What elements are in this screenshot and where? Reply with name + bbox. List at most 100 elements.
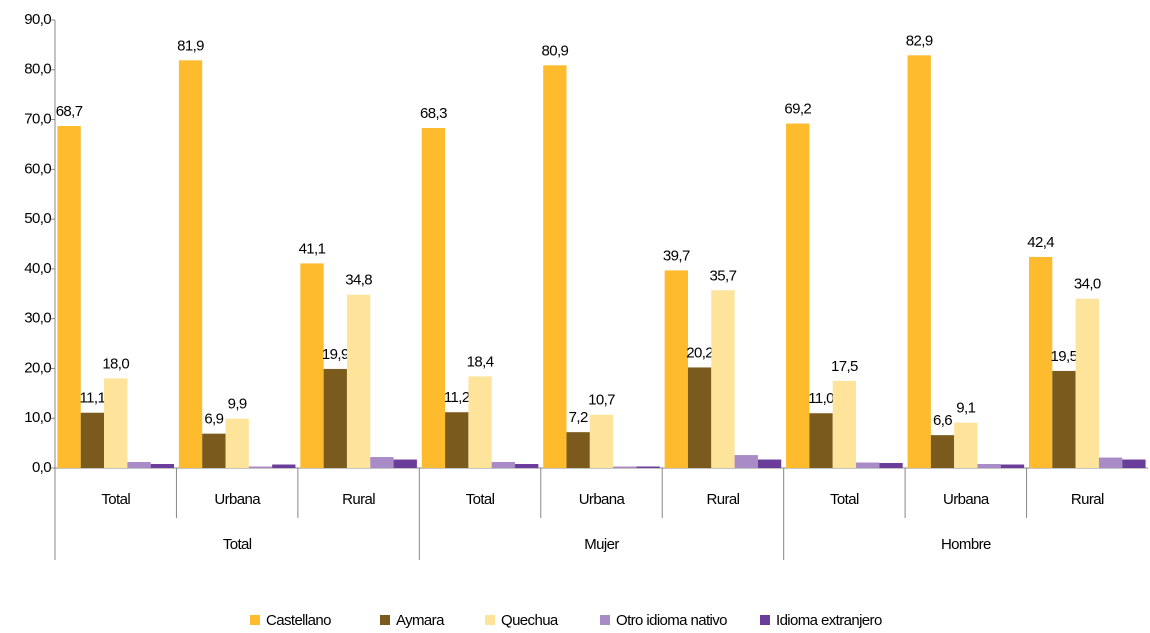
- bar: [930, 435, 955, 468]
- data-label: 34,0: [1074, 276, 1101, 293]
- bar: [543, 65, 567, 468]
- data-label: 7,2: [569, 409, 588, 426]
- data-label: 17,5: [831, 358, 858, 375]
- y-tick-label: 30,0: [24, 310, 51, 327]
- bar: [248, 466, 273, 468]
- bar: [468, 376, 492, 468]
- data-label: 9,1: [956, 400, 975, 417]
- y-tick-label: 20,0: [24, 359, 51, 376]
- group-label: Total: [223, 536, 252, 553]
- x-tick-label: Rural: [707, 491, 740, 508]
- data-label: 20,2: [686, 344, 713, 361]
- bar: [393, 459, 417, 468]
- bar: [832, 380, 857, 468]
- data-label: 19,9: [322, 346, 349, 363]
- x-tick-label: Urbana: [579, 491, 626, 508]
- bar: [57, 126, 81, 468]
- group-label: Hombre: [941, 536, 991, 553]
- data-label: 35,7: [710, 267, 737, 284]
- data-label: 18,4: [467, 353, 494, 370]
- bar: [346, 294, 371, 468]
- data-label: 18,0: [102, 355, 129, 372]
- bar: [370, 457, 394, 468]
- bar: [202, 433, 226, 468]
- bar: [711, 290, 735, 468]
- data-label: 68,7: [56, 103, 83, 120]
- data-label: 11,1: [80, 390, 106, 407]
- data-label: 39,7: [663, 247, 690, 264]
- legend-label: Idioma extranjero: [776, 612, 882, 629]
- data-label: 9,9: [228, 396, 247, 413]
- bar: [150, 464, 175, 468]
- bar: [1098, 457, 1123, 468]
- legend-label: Castellano: [266, 612, 331, 629]
- bar: [104, 378, 128, 468]
- bar: [178, 60, 203, 468]
- x-tick-label: Total: [101, 491, 130, 508]
- data-label: 6,9: [204, 411, 223, 428]
- x-tick-label: Urbana: [214, 491, 261, 508]
- bar: [225, 418, 249, 468]
- y-tick-label: 60,0: [24, 160, 51, 177]
- bar: [566, 432, 590, 468]
- bar: [445, 412, 469, 468]
- data-label: 6,6: [933, 412, 952, 429]
- bar: [757, 459, 782, 468]
- bar: [636, 466, 660, 468]
- bar: [954, 422, 978, 468]
- bar: [80, 412, 105, 468]
- data-label: 10,7: [588, 392, 615, 409]
- bar: [491, 462, 516, 468]
- bar: [515, 464, 539, 468]
- bar: [127, 462, 151, 468]
- bar: [907, 55, 931, 468]
- bar: [879, 463, 903, 468]
- data-label: 19,5: [1051, 348, 1078, 365]
- data-label: 80,9: [541, 42, 568, 59]
- x-tick-label: Rural: [1071, 491, 1104, 508]
- data-label: 11,2: [444, 389, 470, 406]
- y-tick-label: 40,0: [24, 260, 51, 277]
- bar: [856, 462, 880, 468]
- data-label: 81,9: [177, 37, 204, 54]
- legend-swatch: [250, 615, 260, 625]
- data-label: 82,9: [906, 32, 933, 49]
- bar: [664, 270, 688, 468]
- x-tick-label: Total: [830, 491, 859, 508]
- y-tick-label: 90,0: [24, 11, 51, 28]
- data-label: 41,1: [299, 240, 326, 257]
- legend-swatch: [485, 615, 495, 625]
- legend-swatch: [760, 615, 770, 625]
- bar: [1052, 370, 1076, 468]
- legend-label: Otro idioma nativo: [616, 612, 727, 629]
- data-label: 69,2: [784, 101, 811, 118]
- x-tick-label: Urbana: [943, 491, 990, 508]
- x-tick-label: Total: [466, 491, 495, 508]
- bar: [1028, 256, 1053, 468]
- y-tick-label: 10,0: [24, 409, 51, 426]
- bar: [734, 455, 758, 468]
- legend-swatch: [600, 615, 610, 625]
- y-tick-label: 50,0: [24, 210, 51, 227]
- bar: [323, 368, 347, 468]
- bar: [272, 464, 296, 468]
- legend-label: Quechua: [501, 612, 559, 629]
- bar: [1000, 464, 1025, 468]
- data-label: 68,3: [420, 105, 447, 122]
- data-label: 34,8: [345, 272, 372, 289]
- bar: [809, 413, 833, 468]
- group-label: Mujer: [584, 536, 619, 553]
- bar: [1122, 459, 1146, 468]
- y-tick-label: 80,0: [24, 61, 51, 78]
- bar: [687, 367, 712, 468]
- y-tick-label: 0,0: [32, 459, 51, 476]
- x-tick-label: Rural: [342, 491, 375, 508]
- legend-swatch: [380, 615, 390, 625]
- bar: [589, 414, 614, 468]
- bar: [1075, 298, 1099, 468]
- legend-label: Aymara: [396, 612, 445, 629]
- y-tick-label: 70,0: [24, 111, 51, 128]
- data-label: 11,0: [808, 390, 834, 407]
- bar: [786, 123, 810, 468]
